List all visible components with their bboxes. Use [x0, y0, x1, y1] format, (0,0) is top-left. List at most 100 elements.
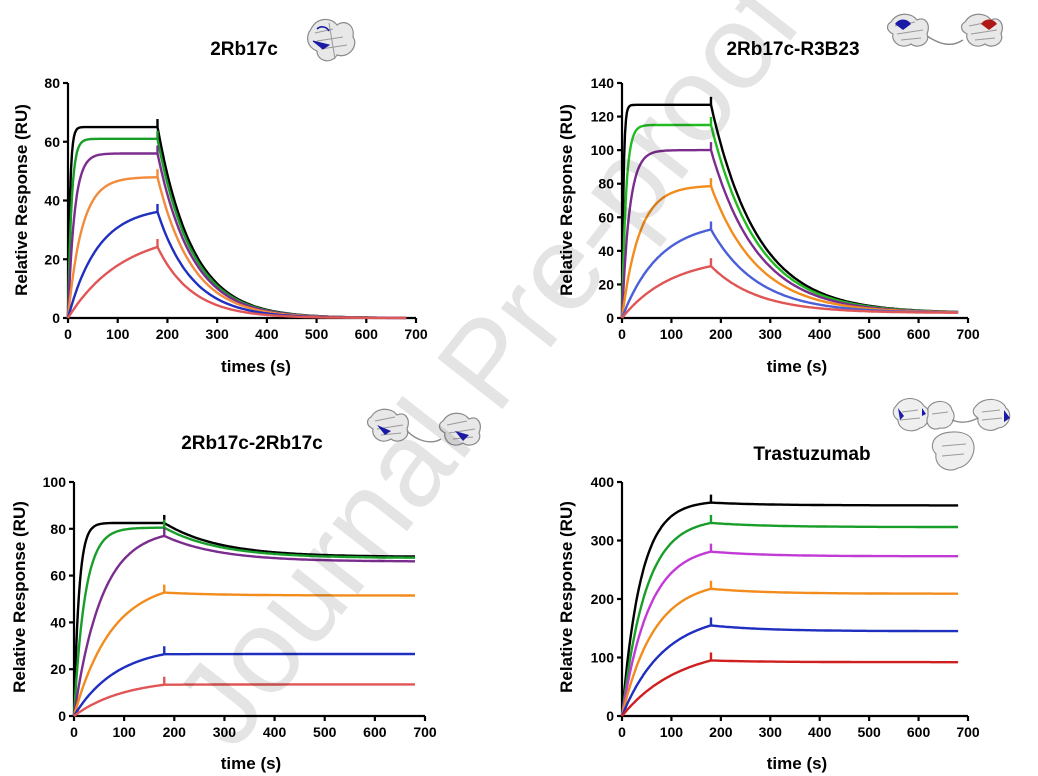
protein-structure-icon — [307, 18, 356, 62]
x-tick-label: 400 — [263, 724, 287, 740]
plot-area: 0 100 200 300 400 500 600 700 0 100 200 300 400 — [591, 474, 980, 740]
series-line-2 — [72, 526, 415, 717]
x-tick-label: 100 — [106, 326, 130, 342]
plot-area: 0 100 200 300 400 500 600 700 0 20 40 60 80 100 — [43, 474, 437, 740]
x-tick-label: 700 — [956, 724, 980, 740]
y-tick-label: 80 — [50, 521, 66, 537]
x-tick-label: 500 — [857, 326, 881, 342]
x-axis-label: time (s) — [221, 754, 281, 773]
x-axis-label: time (s) — [767, 754, 827, 773]
series-line-2 — [66, 137, 407, 320]
y-tick-label: 100 — [43, 474, 67, 490]
x-tick-label: 200 — [709, 326, 733, 342]
y-tick-label: 40 — [598, 243, 614, 259]
x-tick-label: 300 — [759, 724, 783, 740]
antibody-structure-icon — [892, 397, 1011, 471]
y-tick-label: 60 — [50, 568, 66, 584]
x-tick-label: 600 — [355, 326, 379, 342]
y-tick-label: 80 — [598, 176, 614, 192]
protein-dimer-icon — [886, 13, 1003, 47]
x-tick-label: 300 — [213, 724, 237, 740]
series-line-3 — [620, 550, 959, 717]
x-tick-label: 200 — [156, 326, 180, 342]
x-tick-label: 300 — [205, 326, 229, 342]
x-tick-label: 700 — [413, 724, 437, 740]
y-axis-label: Relative Response (RU) — [557, 501, 576, 693]
series-line-6 — [621, 265, 959, 319]
y-tick-label: 0 — [58, 708, 66, 724]
series-line-1 — [72, 521, 415, 717]
y-axis-label: Relative Response (RU) — [557, 104, 576, 296]
x-tick-label: 700 — [404, 326, 428, 342]
y-tick-label: 400 — [591, 474, 615, 490]
y-axis-label: Relative Response (RU) — [12, 104, 31, 296]
y-tick-label: 100 — [591, 142, 615, 158]
plot-area: 0 100 200 300 400 500 600 700 0 20 40 60 80 — [44, 75, 427, 342]
x-tick-label: 300 — [759, 326, 783, 342]
y-tick-label: 20 — [44, 251, 60, 267]
x-tick-label: 400 — [255, 326, 279, 342]
protein-dimer-icon — [366, 408, 481, 446]
y-axis-label: Relative Response (RU) — [10, 501, 29, 693]
panel-title: 2Rb17c-R3B23 — [726, 39, 859, 60]
x-tick-label: 500 — [305, 326, 329, 342]
y-tick-label: 300 — [591, 533, 615, 549]
x-tick-label: 100 — [660, 326, 684, 342]
x-tick-label: 0 — [70, 724, 78, 740]
series-line-3 — [66, 152, 407, 320]
series-line-5 — [620, 624, 959, 717]
y-tick-label: 0 — [52, 310, 60, 326]
y-tick-label: 0 — [606, 310, 614, 326]
x-axis-label: time (s) — [767, 357, 827, 376]
series-line-6 — [66, 245, 407, 320]
panel-title: 2Rb17c — [210, 39, 278, 60]
x-tick-label: 400 — [808, 326, 832, 342]
y-tick-label: 140 — [591, 75, 615, 91]
y-tick-label: 40 — [44, 193, 60, 209]
panel-2rb17c-2rb17c: 2Rb17c-2Rb17c time (s) Relative Response… — [10, 408, 481, 773]
x-tick-label: 500 — [857, 724, 881, 740]
panel-2rb17c: 2Rb17c times (s) Relative Response (RU) … — [12, 18, 428, 376]
panel-title: Trastuzumab — [753, 444, 870, 465]
series-line-1 — [620, 501, 959, 717]
series-line-2 — [620, 521, 959, 717]
series-line-4 — [66, 176, 407, 320]
y-tick-label: 40 — [50, 614, 66, 630]
x-tick-label: 0 — [64, 326, 72, 342]
x-tick-label: 500 — [313, 724, 337, 740]
x-tick-label: 200 — [709, 724, 733, 740]
x-tick-label: 0 — [618, 326, 626, 342]
x-tick-label: 400 — [808, 724, 832, 740]
y-tick-label: 20 — [50, 661, 66, 677]
x-tick-label: 200 — [163, 724, 187, 740]
series-line-4 — [72, 591, 415, 717]
series-line-3 — [72, 534, 415, 717]
x-tick-label: 600 — [907, 724, 931, 740]
y-tick-label: 120 — [591, 109, 615, 125]
panel-title: 2Rb17c-2Rb17c — [181, 433, 323, 454]
x-axis-label: times (s) — [221, 357, 291, 376]
y-tick-label: 0 — [606, 708, 614, 724]
watermark: Journal Pre-proof — [148, 0, 825, 769]
x-tick-label: 0 — [618, 724, 626, 740]
panel-trastuzumab: Trastuzumab time (s) Relative Response (… — [557, 397, 1011, 773]
y-tick-label: 200 — [591, 591, 615, 607]
series-line-5 — [72, 652, 415, 717]
y-tick-label: 60 — [598, 209, 614, 225]
y-tick-label: 60 — [44, 134, 60, 150]
plot-area: 0 100 200 300 400 500 600 700 0 20 40 60 80 100 120 140 — [591, 75, 980, 342]
series-line-6 — [73, 683, 415, 717]
y-tick-label: 80 — [44, 75, 60, 91]
panel-2rb17c-r3b23: 2Rb17c-R3B23 time (s) Relative Response … — [557, 13, 1003, 376]
x-tick-label: 600 — [363, 724, 387, 740]
series-line-4 — [620, 587, 959, 717]
y-tick-label: 100 — [591, 650, 615, 666]
x-tick-label: 700 — [956, 326, 980, 342]
y-tick-label: 20 — [598, 276, 614, 292]
x-tick-label: 100 — [112, 724, 136, 740]
series-line-6 — [621, 659, 959, 717]
x-tick-label: 100 — [660, 724, 684, 740]
x-tick-label: 600 — [907, 326, 931, 342]
series-line-1 — [66, 125, 407, 319]
